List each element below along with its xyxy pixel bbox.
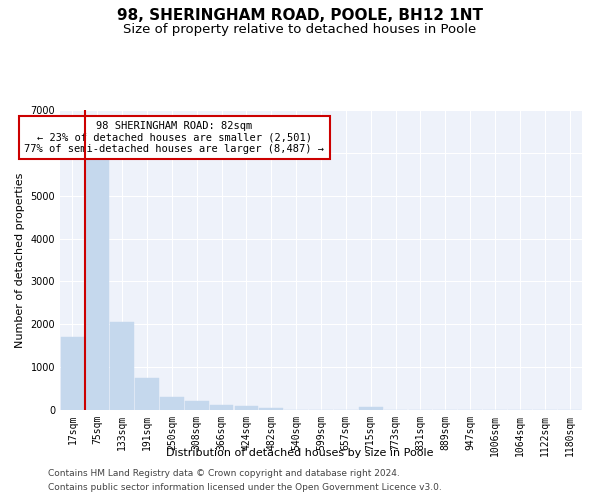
Text: Contains HM Land Registry data © Crown copyright and database right 2024.: Contains HM Land Registry data © Crown c… — [48, 468, 400, 477]
Bar — [135, 378, 159, 410]
Bar — [210, 406, 233, 410]
Bar — [61, 337, 84, 410]
Text: Contains public sector information licensed under the Open Government Licence v3: Contains public sector information licen… — [48, 484, 442, 492]
Bar — [259, 408, 283, 410]
Text: 98, SHERINGHAM ROAD, POOLE, BH12 1NT: 98, SHERINGHAM ROAD, POOLE, BH12 1NT — [117, 8, 483, 22]
Bar — [235, 406, 258, 410]
Bar — [160, 396, 184, 410]
Bar — [110, 322, 134, 410]
Text: Size of property relative to detached houses in Poole: Size of property relative to detached ho… — [124, 22, 476, 36]
Bar — [185, 402, 209, 410]
Text: 98 SHERINGHAM ROAD: 82sqm
← 23% of detached houses are smaller (2,501)
77% of se: 98 SHERINGHAM ROAD: 82sqm ← 23% of detac… — [25, 120, 325, 154]
Text: Distribution of detached houses by size in Poole: Distribution of detached houses by size … — [166, 448, 434, 458]
Bar — [359, 407, 383, 410]
Y-axis label: Number of detached properties: Number of detached properties — [15, 172, 25, 348]
Bar — [85, 157, 109, 410]
